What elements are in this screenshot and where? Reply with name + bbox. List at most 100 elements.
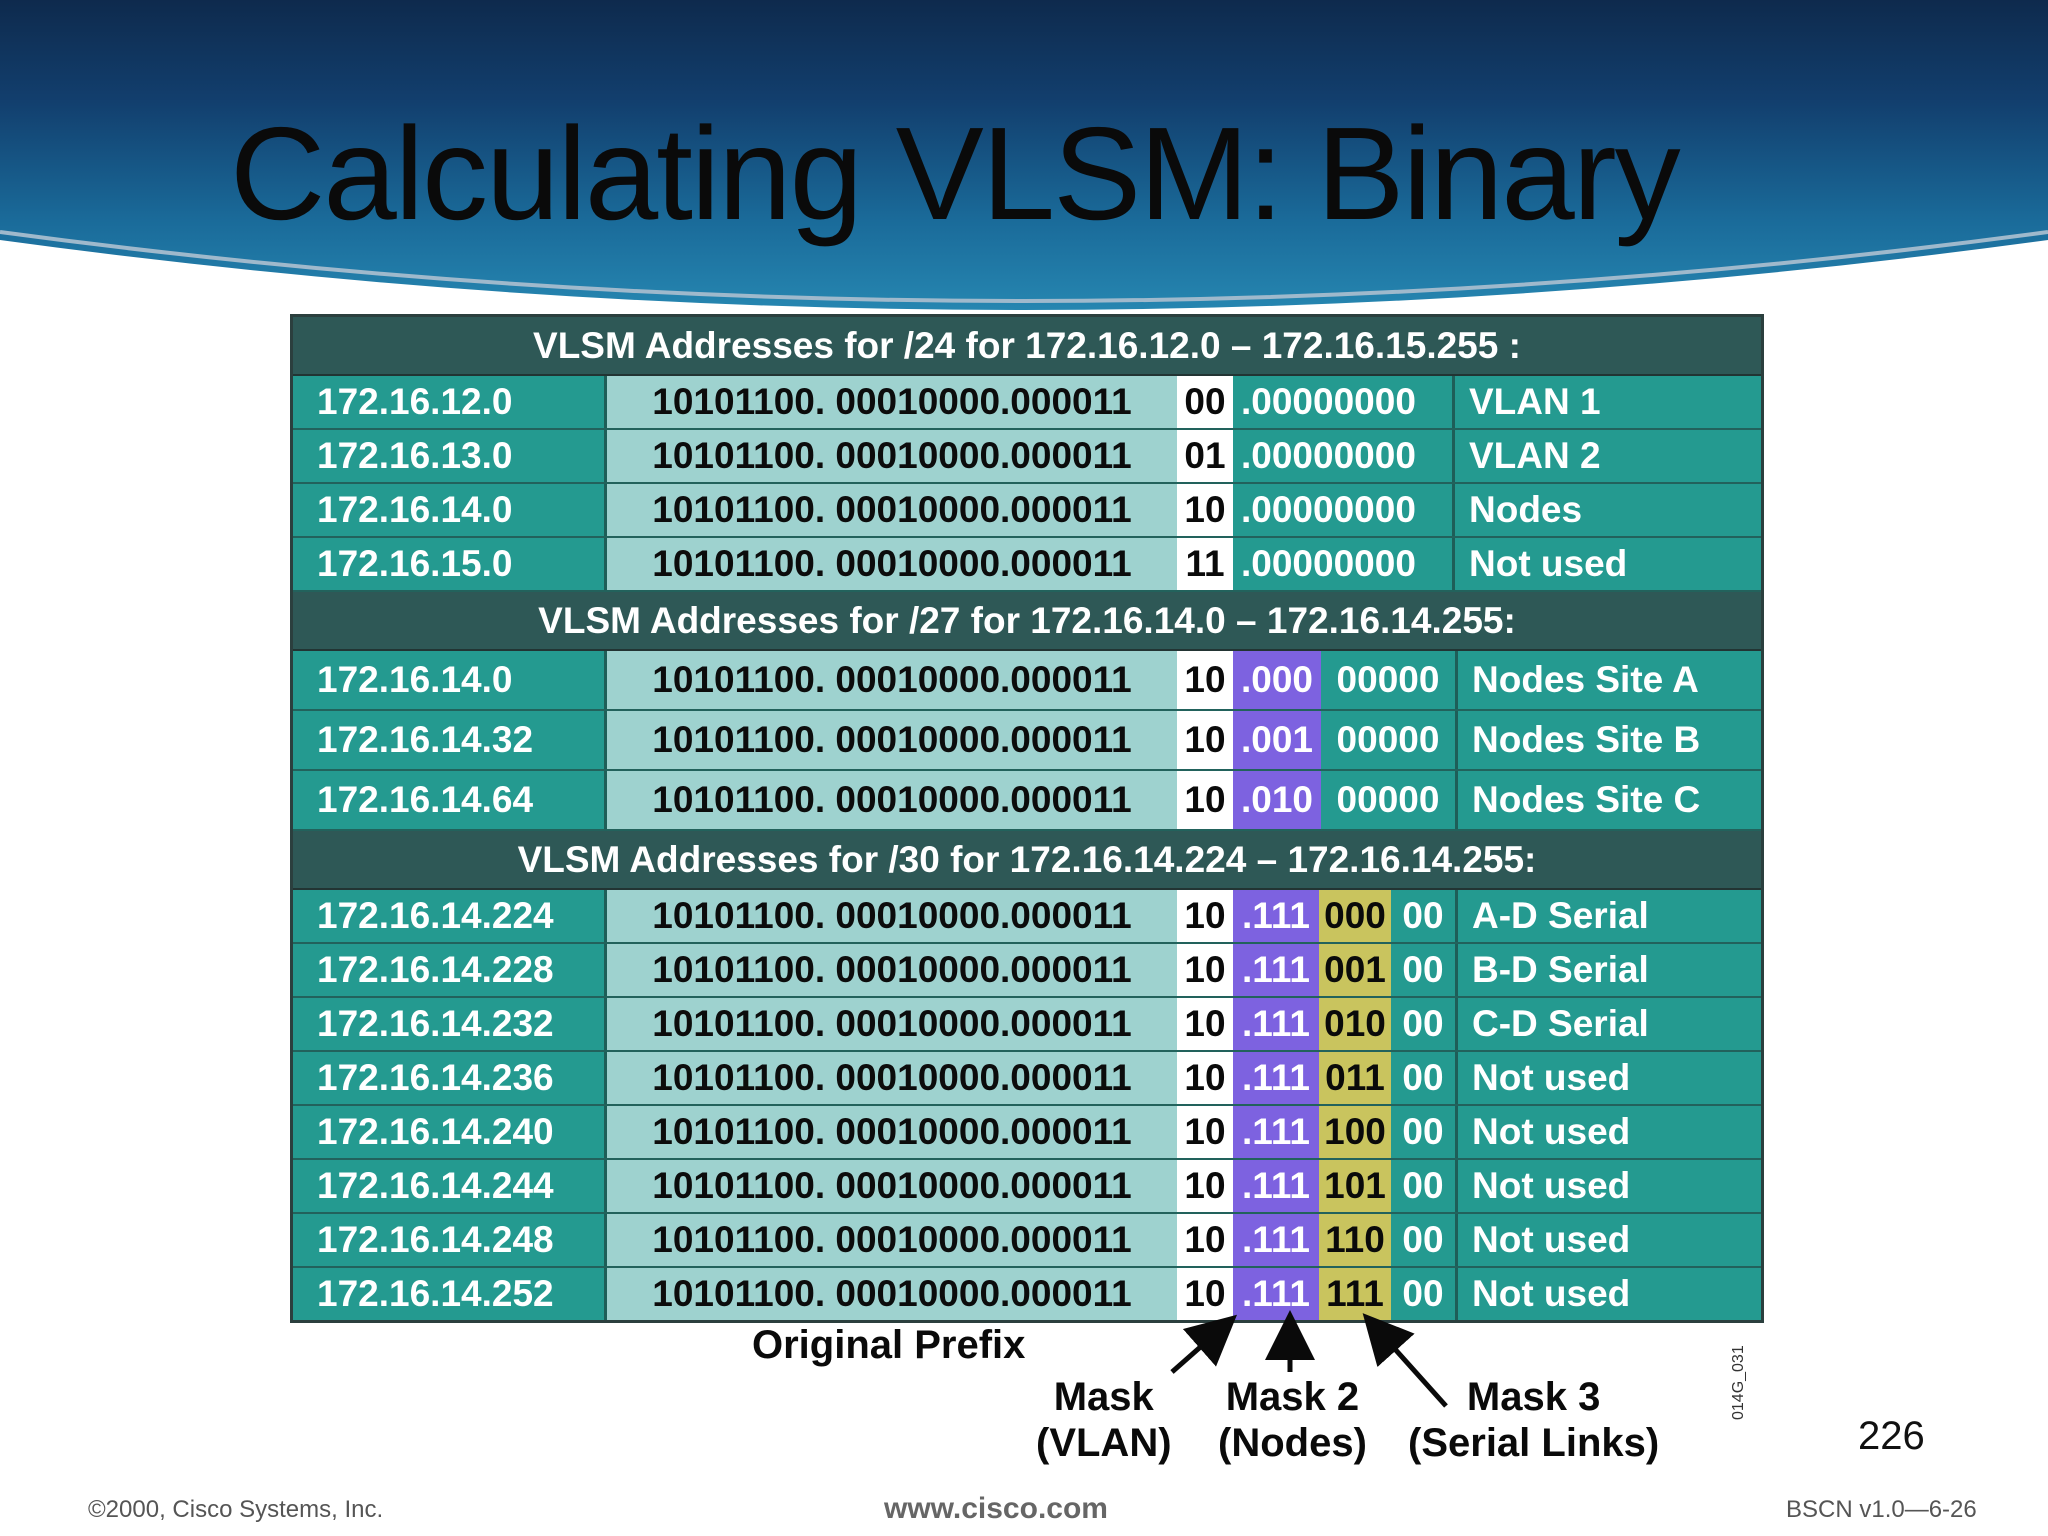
mask3-bits-cell: 000	[1319, 890, 1391, 942]
description-cell: Not used	[1455, 538, 1761, 590]
table-row: 172.16.14.252 10101100. 00010000.000011 …	[293, 1268, 1761, 1320]
ip-cell: 172.16.14.244	[293, 1160, 607, 1212]
mask2-bits-cell: .111	[1233, 1106, 1319, 1158]
host-bits-cell: 00	[1391, 890, 1458, 942]
vlan-bits-cell: 00	[1177, 376, 1233, 428]
vlan-bits-cell: 10	[1177, 771, 1233, 829]
host-bits-cell: 00	[1391, 1106, 1458, 1158]
mask2-bits-cell: .111	[1233, 1052, 1319, 1104]
description-cell: Nodes	[1455, 484, 1761, 536]
original-prefix-label: Original Prefix	[752, 1323, 1026, 1367]
mask2-bits-cell: .001	[1233, 711, 1321, 769]
mask3-bits-cell: 010	[1319, 998, 1391, 1050]
mask-vlan-label-line1: Mask	[1053, 1375, 1154, 1419]
vlan-bits-cell: 10	[1177, 1214, 1233, 1266]
vlan-bits-cell: 10	[1177, 1268, 1233, 1320]
binary-prefix-cell: 10101100. 00010000.000011	[607, 1160, 1177, 1212]
host-bits-cell: 00000	[1321, 711, 1458, 769]
table-row: 172.16.15.0 10101100. 00010000.000011 11…	[293, 538, 1761, 592]
mask2-bits-cell: .111	[1233, 890, 1319, 942]
host-bits-cell: 00	[1391, 1052, 1458, 1104]
ip-cell: 172.16.14.236	[293, 1052, 607, 1104]
table-row: 172.16.14.236 10101100. 00010000.000011 …	[293, 1052, 1761, 1106]
ip-cell: 172.16.14.240	[293, 1106, 607, 1158]
section-heading-27: VLSM Addresses for /27 for 172.16.14.0 –…	[293, 592, 1761, 651]
table-row: 172.16.14.224 10101100. 00010000.000011 …	[293, 890, 1761, 944]
binary-prefix-cell: 10101100. 00010000.000011	[607, 711, 1177, 769]
vlan-bits-cell: 10	[1177, 1106, 1233, 1158]
description-cell: Not used	[1458, 1106, 1761, 1158]
mask3-bits-cell: 110	[1319, 1214, 1391, 1266]
vlan-bits-cell: 10	[1177, 944, 1233, 996]
mask2-bits-cell: .111	[1233, 944, 1319, 996]
mask3-bits-cell: 001	[1319, 944, 1391, 996]
host-bits-cell: 00	[1391, 1214, 1458, 1266]
binary-prefix-cell: 10101100. 00010000.000011	[607, 944, 1177, 996]
binary-prefix-cell: 10101100. 00010000.000011	[607, 1214, 1177, 1266]
host-bits-cell: 00	[1391, 1160, 1458, 1212]
table-row: 172.16.14.248 10101100. 00010000.000011 …	[293, 1214, 1761, 1268]
ip-cell: 172.16.14.0	[293, 484, 607, 536]
table-row: 172.16.13.0 10101100. 00010000.000011 01…	[293, 430, 1761, 484]
mask3-label: Mask 3 (Serial Links)	[1408, 1374, 1659, 1466]
binary-prefix-cell: 10101100. 00010000.000011	[607, 1268, 1177, 1320]
table-row: 172.16.14.0 10101100. 00010000.000011 10…	[293, 484, 1761, 538]
arrow-mask3	[1362, 1313, 1448, 1408]
binary-prefix-cell: 10101100. 00010000.000011	[607, 1052, 1177, 1104]
binary-prefix-cell: 10101100. 00010000.000011	[607, 771, 1177, 829]
table-row: 172.16.14.240 10101100. 00010000.000011 …	[293, 1106, 1761, 1160]
mask3-bits-cell: 011	[1319, 1052, 1391, 1104]
mask2-label-line1: Mask 2	[1225, 1375, 1360, 1419]
section-heading-30: VLSM Addresses for /30 for 172.16.14.224…	[293, 831, 1761, 890]
vlan-bits-cell: 10	[1177, 651, 1233, 709]
table-row: 172.16.14.232 10101100. 00010000.000011 …	[293, 998, 1761, 1052]
binary-prefix-cell: 10101100. 00010000.000011	[607, 1106, 1177, 1158]
mask2-bits-cell: .111	[1233, 1268, 1319, 1320]
host-bits-cell: 00000	[1321, 771, 1458, 829]
page-number: 226	[1858, 1414, 1925, 1458]
description-cell: Not used	[1458, 1160, 1761, 1212]
description-cell: Not used	[1458, 1214, 1761, 1266]
mask2-bits-cell: .010	[1233, 771, 1321, 829]
binary-prefix-cell: 10101100. 00010000.000011	[607, 484, 1177, 536]
description-cell: VLAN 2	[1455, 430, 1761, 482]
table-row: 172.16.12.0 10101100. 00010000.000011 00…	[293, 376, 1761, 430]
mask3-bits-cell: 111	[1319, 1268, 1391, 1320]
mask-vlan-label-line2: (VLAN)	[1036, 1421, 1172, 1465]
footer-url: www.cisco.com	[884, 1492, 1108, 1525]
ip-cell: 172.16.14.0	[293, 651, 607, 709]
description-cell: VLAN 1	[1455, 376, 1761, 428]
ip-cell: 172.16.13.0	[293, 430, 607, 482]
mask3-bits-cell: 101	[1319, 1160, 1391, 1212]
host-bits-cell: 00000	[1321, 651, 1458, 709]
host-bits-cell: .00000000	[1233, 376, 1455, 428]
vlan-bits-cell: 10	[1177, 890, 1233, 942]
ip-cell: 172.16.14.64	[293, 771, 607, 829]
table-row: 172.16.14.64 10101100. 00010000.000011 1…	[293, 771, 1761, 831]
ip-cell: 172.16.14.224	[293, 890, 607, 942]
binary-prefix-cell: 10101100. 00010000.000011	[607, 890, 1177, 942]
slide-code: 014G_031	[1730, 1345, 1747, 1420]
description-cell: C-D Serial	[1458, 998, 1761, 1050]
host-bits-cell: 00	[1391, 1268, 1458, 1320]
vlan-bits-cell: 10	[1177, 1160, 1233, 1212]
footer-course: BSCN v1.0—6-26	[1786, 1496, 1977, 1523]
vlan-bits-cell: 10	[1177, 711, 1233, 769]
ip-cell: 172.16.14.252	[293, 1268, 607, 1320]
table-row: 172.16.14.0 10101100. 00010000.000011 10…	[293, 651, 1761, 711]
mask2-bits-cell: .000	[1233, 651, 1321, 709]
ip-cell: 172.16.14.32	[293, 711, 607, 769]
mask3-label-line1: Mask 3	[1466, 1375, 1601, 1419]
description-cell: B-D Serial	[1458, 944, 1761, 996]
vlan-bits-cell: 10	[1177, 1052, 1233, 1104]
description-cell: Not used	[1458, 1268, 1761, 1320]
vlan-bits-cell: 10	[1177, 998, 1233, 1050]
ip-cell: 172.16.14.248	[293, 1214, 607, 1266]
mask2-bits-cell: .111	[1233, 998, 1319, 1050]
ip-cell: 172.16.14.232	[293, 998, 607, 1050]
vlan-bits-cell: 11	[1177, 538, 1233, 590]
section-heading-24: VLSM Addresses for /24 for 172.16.12.0 –…	[293, 317, 1761, 376]
host-bits-cell: .00000000	[1233, 538, 1455, 590]
vlan-bits-cell: 10	[1177, 484, 1233, 536]
